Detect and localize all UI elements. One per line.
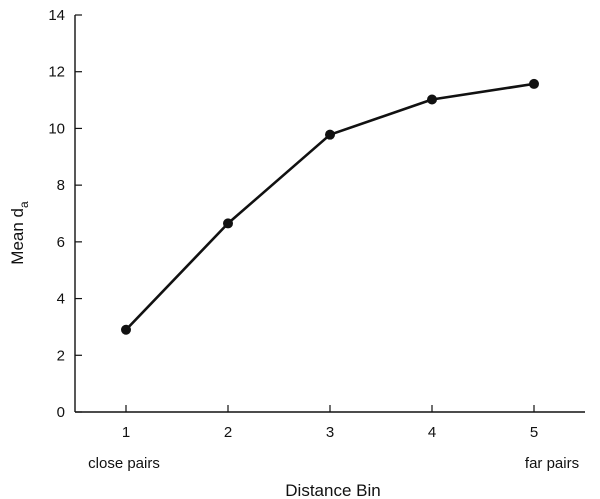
y-tick-label: 0	[57, 404, 65, 421]
y-tick-label: 14	[48, 7, 65, 24]
series-line	[125, 82, 535, 331]
y-tick-label: 12	[48, 64, 65, 81]
y-axis: 0 2 4 6 8 10 12 14	[48, 7, 82, 421]
data-point	[325, 129, 335, 140]
y-axis-title-subscript: a	[17, 201, 31, 208]
y-axis-title-main: Mean d	[8, 208, 27, 265]
y-axis-title: Mean da	[8, 201, 31, 265]
y-tick-label: 8	[57, 177, 65, 194]
x-ticks: 1 2 3 4 5	[122, 405, 538, 441]
data-point	[223, 218, 233, 229]
x-tick-label: 1	[122, 424, 130, 441]
data-point	[121, 324, 131, 335]
data-point	[427, 94, 437, 105]
y-tick-label: 4	[57, 291, 65, 308]
y-tick-label: 2	[57, 347, 65, 364]
x-axis: 1 2 3 4 5	[75, 405, 585, 441]
x-tick-label: 3	[326, 424, 334, 441]
y-tick-label: 10	[48, 120, 65, 137]
far-pairs-label: far pairs	[525, 455, 579, 472]
data-point	[529, 78, 539, 89]
x-tick-label: 2	[224, 424, 232, 441]
x-tick-label: 4	[428, 424, 436, 441]
y-tick-label: 6	[57, 234, 65, 251]
series-mean-da	[121, 78, 539, 335]
close-pairs-label: close pairs	[88, 455, 160, 472]
y-ticks: 0 2 4 6 8 10 12 14	[48, 7, 82, 421]
x-axis-title: Distance Bin	[285, 481, 380, 499]
x-tick-label: 5	[530, 424, 538, 441]
